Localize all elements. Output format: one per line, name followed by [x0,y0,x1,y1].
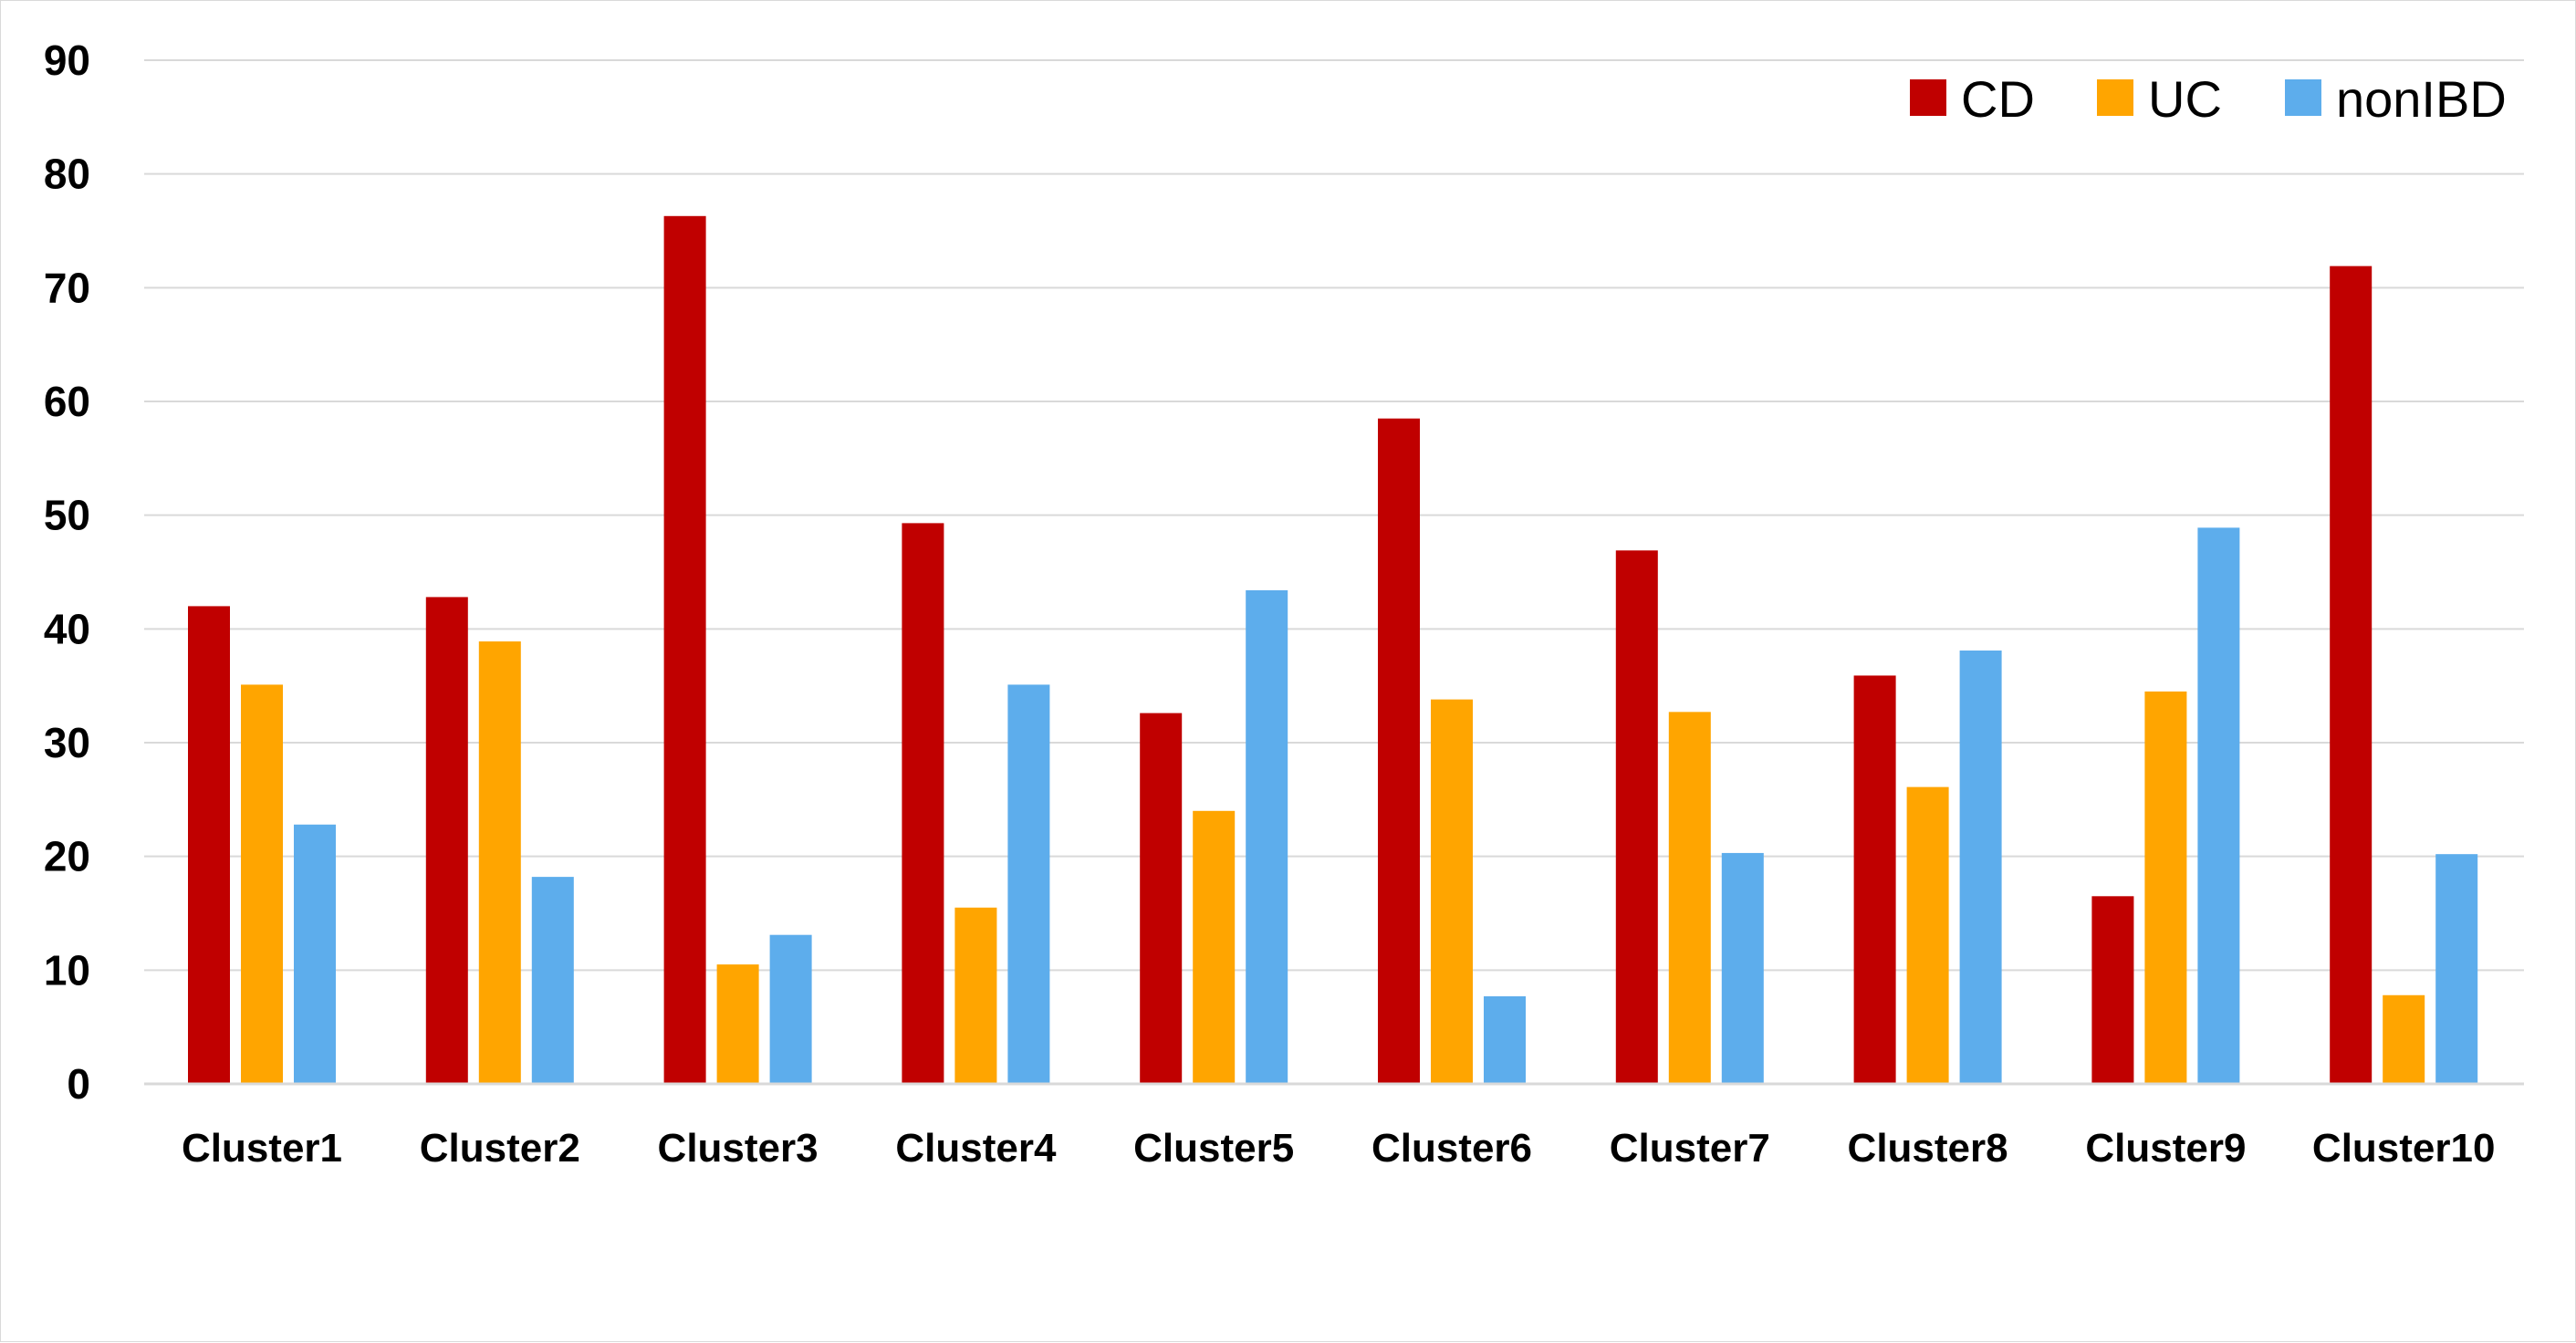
bar-nonibd-cluster10 [2435,854,2478,1084]
legend-swatch-nonibd [2285,79,2321,116]
bar-nonibd-cluster5 [1246,589,1288,1084]
bar-uc-cluster10 [2383,994,2425,1084]
bar-uc-cluster7 [1668,712,1711,1084]
x-tick-label: Cluster1 [182,1126,342,1171]
legend-label-nonibd: nonIBD [2336,70,2507,128]
y-tick-label: 60 [44,378,90,425]
bar-uc-cluster1 [241,684,283,1084]
legend: CD UC nonIBD [1910,70,2507,128]
y-tick-label: 80 [44,151,90,198]
bar-cd-cluster9 [2091,896,2134,1084]
y-tick-label: 0 [67,1060,90,1108]
gridlines [144,59,2524,972]
x-tick-label: Cluster8 [1848,1126,2008,1171]
legend-swatch-uc [2097,79,2133,116]
bar-uc-cluster8 [1906,786,1949,1084]
bar-uc-cluster5 [1193,810,1236,1084]
x-tick-label: Cluster10 [2312,1126,2496,1171]
bar-uc-cluster3 [716,964,759,1084]
y-tick-label: 40 [44,605,90,652]
bar-nonibd-cluster9 [2197,527,2240,1084]
bar-nonibd-cluster2 [531,877,574,1084]
x-tick-labels: Cluster1 Cluster2 Cluster3 Cluster4 Cluster5… [182,1126,2496,1171]
bar-cd-cluster7 [1615,550,1658,1084]
bar-uc-cluster6 [1431,699,1473,1084]
x-tick-label: Cluster5 [1133,1126,1294,1171]
y-tick-label: 70 [44,264,90,311]
bar-nonibd-cluster7 [1721,852,1764,1084]
x-tick-label: Cluster7 [1610,1126,1770,1171]
x-tick-label: Cluster9 [2085,1126,2246,1171]
y-tick-label: 50 [44,492,90,539]
bar-cd-cluster4 [902,523,944,1084]
bar-uc-cluster4 [954,907,997,1084]
bar-nonibd-cluster8 [1959,651,2002,1084]
y-tick-label: 90 [44,36,90,84]
bar-cd-cluster8 [1853,675,1896,1084]
bar-cd-cluster5 [1140,713,1183,1084]
x-tick-label: Cluster4 [895,1126,1057,1171]
bar-cd-cluster10 [2330,265,2373,1084]
y-tick-label: 30 [44,719,90,766]
bar-cd-cluster6 [1378,418,1420,1084]
bar-cd-cluster1 [188,606,230,1084]
bar-nonibd-cluster3 [769,934,812,1084]
x-tick-label: Cluster3 [658,1126,819,1171]
bar-uc-cluster9 [2144,691,2187,1084]
bars [188,215,2478,1084]
legend-swatch-cd [1910,79,1946,116]
y-tick-labels: 0 10 20 30 40 50 60 70 80 90 [44,36,90,1108]
bar-cd-cluster3 [663,215,706,1084]
bar-cd-cluster2 [425,597,468,1084]
legend-label-cd: CD [1961,70,2035,128]
bar-nonibd-cluster6 [1484,996,1526,1084]
x-tick-label: Cluster2 [420,1126,580,1171]
bar-uc-cluster2 [478,641,521,1084]
y-tick-label: 20 [44,833,90,880]
legend-label-uc: UC [2148,70,2222,128]
y-tick-label: 10 [44,946,90,994]
bar-nonibd-cluster4 [1007,684,1050,1084]
x-tick-label: Cluster6 [1371,1126,1532,1171]
bar-nonibd-cluster1 [294,824,336,1084]
